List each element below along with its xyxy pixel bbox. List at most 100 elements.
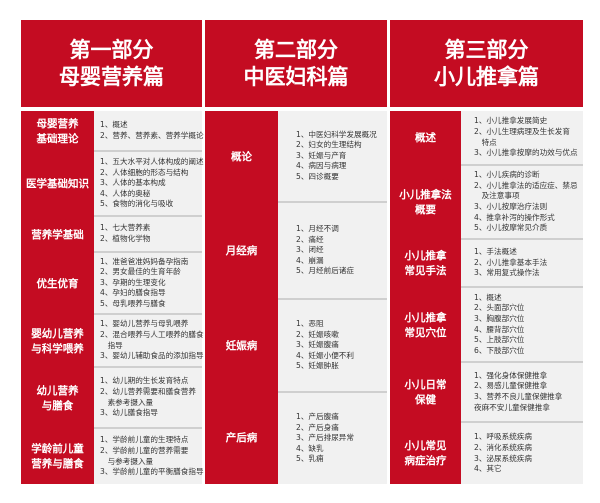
list-item: 2、学龄前儿童的营养需要 xyxy=(100,445,189,455)
list-item: 2、易感儿童保健推拿 xyxy=(474,381,548,391)
list-item: 5、小儿按摩常见介质 xyxy=(474,223,548,233)
list-item: 3、泌尿系统疾病 xyxy=(474,453,532,463)
section-row: 婴幼儿营养 与科学喂养 1、婴幼儿营养与母乳喂养 2、混合喂养与人工喂养的膳食 指导 3… xyxy=(21,315,204,368)
section-label-line: 小儿推拿 xyxy=(404,250,447,262)
section-row: 月经病 1、月经不调 2、痛经 3、闭经 4、崩漏 5、月经前后诸症 xyxy=(205,203,387,300)
list-item: 2、营养、营养素、营养学概论 xyxy=(100,130,204,140)
section-label-line: 病症治疗 xyxy=(404,454,447,467)
part-header: 第一部分 母婴营养篇 xyxy=(21,20,202,107)
section-label-line: 与膳食 xyxy=(41,399,74,412)
list-item: 2、幼儿营养需要和膳食营养 xyxy=(100,386,196,396)
section-label: 小儿推拿 常见穴位 xyxy=(390,288,461,363)
section-label-line: 概述 xyxy=(415,132,436,144)
section-items: 1、概述 2、营养、营养素、营养学概论 xyxy=(94,111,204,152)
list-item: 3、小儿按摩治疗法则 xyxy=(474,202,548,211)
list-item: 1、学龄前儿童的生理特点 xyxy=(100,435,189,445)
list-item: 3、产后排尿异常 xyxy=(296,433,354,443)
section-row: 幼儿营养与膳食 1、幼儿期的生长发育特点 2、幼儿营养需要和膳食营养 素参考摄入量 3… xyxy=(21,368,202,429)
section-label-line: 月经病 xyxy=(225,245,258,257)
list-item: 3、学龄前儿童的平衡膳食指导 xyxy=(100,467,204,477)
section-row: 小儿推拿常见手法 1、手法概述 2、小儿推拿基本手法 3、常用复式操作法 xyxy=(390,240,583,288)
list-item: 1、概述 xyxy=(100,119,128,129)
section-label-line: 婴幼儿营养 xyxy=(31,327,84,340)
list-item: 1、小儿疾病的诊断 xyxy=(474,170,540,180)
list-item: 1、强化身体保健推拿 xyxy=(474,370,548,380)
list-item: 2、妇女的生理结构 xyxy=(296,140,362,150)
list-item: 2、妊娠咳嗽 xyxy=(296,329,339,339)
section-label-line: 幼儿营养 xyxy=(36,384,79,397)
list-item: 2、痛经 xyxy=(296,234,324,244)
section-items: 1、呼吸系统疾病 2、消化系统疾病 3、泌尿系统疾病 4、其它 xyxy=(461,423,583,484)
section-items: 1、婴幼儿营养与母乳喂养 2、混合喂养与人工喂养的膳食 指导 3、婴幼儿辅助食品的添… xyxy=(94,315,204,368)
section-row: 小儿常见 病症治疗 1、呼吸系统疾病 2、消化系统疾病 3、泌尿系统疾病 4、其它 xyxy=(390,423,583,484)
section-label-line: 小儿推拿 xyxy=(404,311,447,324)
section-label: 月经病 xyxy=(205,203,278,300)
section-items: 1、强化身体保健推拿 2、易感儿童保健推拿 3、营养不良儿童保健推拿 夜麻不安儿童保健… xyxy=(461,363,583,423)
list-item: 6、下肢部穴位 xyxy=(474,345,525,355)
section-items: 1、幼儿期的生长发育特点 2、幼儿营养需要和膳食营养 素参考摄入量 3、幼儿膳食指导 xyxy=(94,368,202,429)
part-title-line: 第一部分 xyxy=(69,37,154,62)
list-item: 1、准爸爸准妈妈备孕指南 xyxy=(100,256,189,266)
list-item: 4、缺乳 xyxy=(296,443,324,453)
section-label-line: 小儿常见 xyxy=(404,439,447,452)
section-row: 概述 1、小儿推拿发展简史 2、小儿生理病理及生长发育 特点 3、小儿推拿按摩的功效与… xyxy=(390,111,583,166)
list-item: 4、推拿补泻的操作形式 xyxy=(474,212,555,222)
part-title-line: 中医妇科篇 xyxy=(243,64,349,89)
section-label: 医学基础知识 xyxy=(21,152,94,217)
section-label-line: 产后病 xyxy=(225,432,258,444)
list-item: 2、头面部穴位 xyxy=(474,303,525,313)
section-label: 优生优育 xyxy=(21,253,94,315)
list-item: 2、男女最佳的生育年龄 xyxy=(100,267,181,277)
section-items: 1、学龄前儿童的生理特点 2、学龄前儿童的营养需要 与参考摄入量 3、学龄前儿童的平… xyxy=(94,429,204,484)
section-label-line: 与科学喂养 xyxy=(31,342,84,355)
section-label-line: 营养与膳食 xyxy=(31,457,84,470)
section-label-line: 常见穴位 xyxy=(404,326,447,339)
section-row: 小儿日常 保健 1、强化身体保健推拿 2、易感儿童保健推拿 3、营养不良儿童保健推拿 夜麻… xyxy=(390,363,583,423)
section-label: 小儿常见 病症治疗 xyxy=(390,423,461,484)
list-item: 1、呼吸系统疾病 xyxy=(474,432,532,442)
list-item: 1、小儿推拿发展简史 xyxy=(474,116,548,126)
section-label-line: 医学基础知识 xyxy=(26,178,89,190)
list-item: 4、孕妇的膳食指导 xyxy=(100,288,166,298)
part-body: 概论 1、中医妇科学发展概况 2、妇女的生理结构 3、妊娠与产育 4、病因与病理 5、四诊… xyxy=(205,111,387,484)
part-title-line: 第二部分 xyxy=(254,37,338,62)
section-items: 1、月经不调 2、痛经 3、闭经 4、崩漏 5、月经前后诸症 xyxy=(278,203,387,300)
section-label: 婴幼儿营养与科学喂养 xyxy=(21,315,94,368)
list-item: 1、产后腹痛 xyxy=(296,412,339,422)
section-items: 1、七大营养素 2、植物化学物 xyxy=(94,217,202,253)
section-label: 妊娠病 xyxy=(205,300,278,393)
list-item: 5、四诊概要 xyxy=(296,171,339,181)
section-items: 1、手法概述 2、小儿推拿基本手法 3、常用复式操作法 xyxy=(461,240,583,288)
list-item: 2、人体细胞的形态与结构 xyxy=(100,167,189,177)
section-label: 营养学基础 xyxy=(21,217,94,253)
list-item: 1、月经不调 xyxy=(296,224,339,234)
list-item: 夜麻不安儿童保健推拿 xyxy=(474,402,550,412)
list-item: 3、幼儿膳食指导 xyxy=(100,408,158,418)
section-label-line: 小儿日常 xyxy=(404,379,447,391)
section-label-line: 小儿推拿法 xyxy=(399,189,452,201)
section-label-line: 母婴营养 xyxy=(36,117,79,130)
list-item: 4、腰背部穴位 xyxy=(474,324,525,334)
section-row: 医学基础知识 1、五大水平对人体构成的阐述 2、人体细胞的形态与结构 3、人体的基本构… xyxy=(21,152,204,217)
list-item: 1、恶阻 xyxy=(296,319,324,329)
list-item: 3、婴幼儿辅助食品的添加指导 xyxy=(100,351,204,361)
list-item: 1、幼儿期的生长发育特点 xyxy=(100,376,189,386)
section-row: 小儿推拿 常见穴位 1、概述 2、头面部穴位 3、胸腹部穴位 4、腰背部穴位 5、上肢部穴位… xyxy=(390,288,583,363)
part-body: 概述 1、小儿推拿发展简史 2、小儿生理病理及生长发育 特点 3、小儿推拿按摩的功效与… xyxy=(390,111,583,484)
section-label: 概述 xyxy=(390,111,461,166)
part-title-line: 小儿推拿篇 xyxy=(434,64,539,89)
part-2-column: 第二部分 中医妇科篇 概论 1、中医妇科学发展概况 2、妇女的生理结构 3、妊娠与产育 4、… xyxy=(205,20,387,484)
list-item: 1、五大水平对人体构成的阐述 xyxy=(100,157,204,167)
section-row: 小儿推拿法 概要 1、小儿疾病的诊断 2、小儿推拿法的适应症、禁忌 及注意事项 3、小儿… xyxy=(390,166,583,240)
section-items: 1、准爸爸准妈妈备孕指南 2、男女最佳的生育年龄 3、孕期的生理变化 4、孕妇的膳食指… xyxy=(94,253,202,315)
section-items: 1、概述 2、头面部穴位 3、胸腹部穴位 4、腰背部穴位 5、上肢部穴位 6、下肢部穴位 xyxy=(461,288,583,363)
section-row: 营养学基础 1、七大营养素 2、植物化学物 xyxy=(21,217,202,253)
section-items: 1、小儿疾病的诊断 2、小儿推拿法的适应症、禁忌 及注意事项 3、小儿按摩治疗法则 4… xyxy=(461,166,583,240)
list-item: 指导 xyxy=(100,340,123,350)
section-label: 小儿推拿法 概要 xyxy=(390,166,461,240)
part-title-line: 母婴营养篇 xyxy=(59,64,164,89)
list-item: 3、妊娠腹痛 xyxy=(296,340,339,350)
section-label-line: 常见手法 xyxy=(404,265,447,277)
section-label-line: 妊娠病 xyxy=(225,340,258,352)
part-header: 第二部分 中医妇科篇 xyxy=(205,20,387,107)
